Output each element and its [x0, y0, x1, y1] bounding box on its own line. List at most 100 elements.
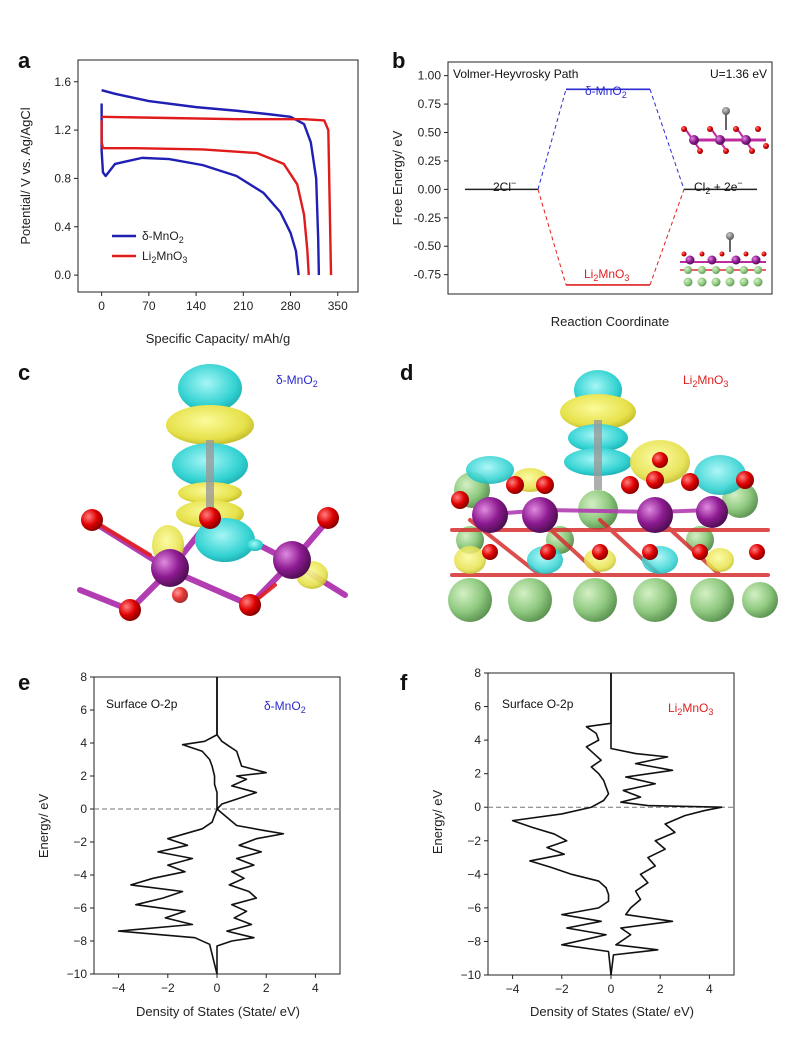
- panel-f-ytick-label: 2: [474, 767, 481, 781]
- panel-a-series-0-segment-1: [100, 103, 300, 276]
- panel-e-ytick-label: −10: [67, 967, 88, 981]
- panel-b-ytick-label: -0.25: [414, 211, 442, 225]
- panel-e-ylabel: Energy/ eV: [36, 794, 51, 859]
- panel-a-frame: [77, 59, 359, 293]
- panel-b-inset-dmno2-structure: [681, 107, 769, 154]
- panel-b-connector-right-0: [649, 89, 685, 190]
- legend-label-dmno2: δ-MnO2: [142, 229, 184, 245]
- panel-label-f: f: [400, 670, 408, 695]
- panel-b-ylabel: Free Energy/ eV: [390, 130, 405, 225]
- panel-b-ticks: 1.00 0.75 0.50 0.25 0.00 -0.25 -0.50 -0.75: [414, 69, 448, 282]
- panel-e-ytick-label: −8: [73, 934, 87, 948]
- panel-b-ytick-label: 0.50: [418, 126, 442, 140]
- panel-f-chart: −4 −2 0 2 4 8 6 4 2 0 −2 −4 −6 −8 −10 Surface O-2p Li2…: [430, 666, 735, 1019]
- panel-f-ytick-label: −8: [467, 934, 481, 948]
- panel-c-label: δ-MnO2: [276, 373, 318, 389]
- panel-b-connector-left-0: [537, 89, 567, 190]
- panel-b-ytick-label: 0.75: [418, 97, 442, 111]
- panel-f-ytick-label: 8: [474, 666, 481, 680]
- panel-d-label: Li2MnO3: [683, 373, 728, 389]
- panel-e-ytick-label: 0: [80, 802, 87, 816]
- panel-e-xtick-label: 0: [214, 981, 221, 995]
- panel-e-ytick-label: 8: [80, 670, 87, 684]
- panel-a-xtick-label: 0: [98, 299, 105, 313]
- panel-b-xlabel: Reaction Coordinate: [551, 314, 670, 329]
- panel-a-xlabel: Specific Capacity/ mAh/g: [146, 331, 291, 346]
- panel-b-ytick-label: 1.00: [418, 69, 442, 83]
- panel-f-label-right: Li2MnO3: [668, 701, 713, 717]
- panel-a-ylabel: Potential/ V vs. Ag/AgCl: [18, 107, 33, 244]
- panel-f-series: [488, 673, 734, 976]
- panel-f-xtick-label: 2: [657, 982, 664, 996]
- panel-b-label-dmno2: δ-MnO2: [585, 84, 627, 100]
- panel-a-ytick-label: 0.4: [54, 220, 71, 234]
- panel-b-connector-right-1: [649, 189, 685, 286]
- panel-b-ytick-label: -0.75: [414, 268, 442, 282]
- panel-a-ytick-label: 1.6: [54, 75, 71, 89]
- panel-a-xtick-label: 70: [142, 299, 156, 313]
- panel-a-ytick-label: 0.8: [54, 171, 71, 185]
- panel-f-spin-down: [511, 673, 612, 976]
- panel-f-ticks: −4 −2 0 2 4 8 6 4 2 0 −2 −4 −6 −8 −10: [461, 666, 713, 996]
- panel-label-e: e: [18, 670, 30, 695]
- panel-e-label-left: Surface O-2p: [106, 697, 178, 711]
- panel-f-ytick-label: −10: [461, 968, 482, 982]
- panel-d-charge-density-li2mno3: Li2MnO3: [448, 370, 778, 622]
- panel-a-xtick-label: 350: [328, 299, 348, 313]
- panel-a-series-0-segment-0: [101, 89, 321, 276]
- panel-a-series: [100, 89, 333, 276]
- panel-b-connector-left-1: [537, 189, 567, 286]
- panel-b-annotation: U=1.36 eV: [710, 67, 767, 81]
- panel-b-ytick-label: 0.00: [418, 182, 442, 196]
- panel-f-ytick-label: −4: [467, 867, 481, 881]
- panel-a-xtick-label: 210: [233, 299, 253, 313]
- panel-f-xtick-label: 0: [608, 982, 615, 996]
- charge-lobe-cyan: [178, 364, 242, 412]
- panel-a-ytick-label: 0.0: [54, 268, 71, 282]
- panel-e-xtick-label: −2: [161, 981, 175, 995]
- panel-b-frame: [447, 61, 773, 295]
- panel-b-label-li2mno3: Li2MnO3: [584, 267, 629, 283]
- panel-f-xtick-label: 4: [706, 982, 713, 996]
- panel-b-inset-li2mno3-structure: [680, 232, 767, 287]
- charge-lobe-yellow: [166, 405, 254, 445]
- panel-f-ytick-label: −2: [467, 834, 481, 848]
- panel-e-xlabel: Density of States (State/ eV): [136, 1004, 300, 1019]
- panel-f-ytick-label: 6: [474, 700, 481, 714]
- panel-a-legend: δ-MnO2 Li2MnO3: [112, 229, 187, 265]
- panel-a-xtick-label: 280: [281, 299, 301, 313]
- panel-a-ticks: 0 70 140 210 280 350 0.0 0.4 0.8 1.2 1.6: [54, 75, 348, 313]
- panel-e-ticks: −4 −2 0 2 4 8 6 4 2 0 −2 −4 −6 −8 −10: [67, 670, 319, 995]
- panel-label-a: a: [18, 48, 31, 73]
- panel-a-xtick-label: 140: [186, 299, 206, 313]
- panel-f-ylabel: Energy/ eV: [430, 790, 445, 855]
- panel-e-label-right: δ-MnO2: [264, 699, 306, 715]
- panel-f-xtick-label: −2: [555, 982, 569, 996]
- panel-e-ytick-label: −4: [73, 868, 87, 882]
- panel-f-xlabel: Density of States (State/ eV): [530, 1004, 694, 1019]
- panel-e-ytick-label: −2: [73, 835, 87, 849]
- panel-e-ytick-label: 2: [80, 769, 87, 783]
- panel-e-xtick-label: −4: [112, 981, 126, 995]
- panel-b-label-2cl: 2Cl−: [493, 178, 516, 194]
- panel-b-ytick-label: 0.25: [418, 154, 442, 168]
- panel-label-d: d: [400, 360, 413, 385]
- panel-a-ytick-label: 1.2: [54, 123, 71, 137]
- panel-c-charge-density-dmno2: δ-MnO2: [77, 364, 348, 621]
- panel-a-chart: 0 70 140 210 280 350 0.0 0.4 0.8 1.2 1.6 δ-MnO2 Li…: [18, 59, 359, 346]
- panel-label-b: b: [392, 48, 405, 73]
- panel-f-xtick-label: −4: [506, 982, 520, 996]
- panel-e-xtick-label: 2: [263, 981, 270, 995]
- panel-e-ytick-label: −6: [73, 901, 87, 915]
- panel-e-xtick-label: 4: [312, 981, 319, 995]
- panel-f-ytick-label: 0: [474, 800, 481, 814]
- panel-b-label-cl2: Cl2 + 2e−: [694, 178, 743, 196]
- panel-e-series: [94, 677, 340, 975]
- panel-b-ytick-label: -0.50: [414, 239, 442, 253]
- panel-a-series-1-segment-0: [101, 115, 333, 276]
- panel-e-spin-up: [216, 677, 285, 974]
- panel-f-spin-up: [610, 673, 723, 976]
- panel-e-chart: −4 −2 0 2 4 8 6 4 2 0 −2 −4 −6 −8 −10 Surface O-2p δ-M…: [36, 670, 341, 1019]
- panel-b-chart: 1.00 0.75 0.50 0.25 0.00 -0.25 -0.50 -0.75 Volm…: [390, 61, 773, 329]
